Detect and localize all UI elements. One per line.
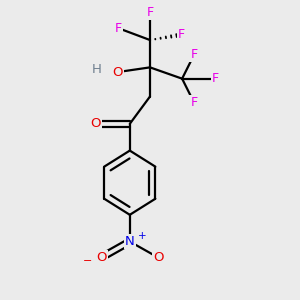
Text: F: F: [212, 72, 219, 85]
Text: F: F: [190, 96, 198, 109]
Text: F: F: [146, 6, 154, 19]
Text: F: F: [115, 22, 122, 34]
Text: −: −: [83, 256, 93, 266]
Text: O: O: [96, 251, 106, 264]
Text: O: O: [153, 251, 164, 264]
Text: F: F: [190, 48, 198, 62]
Text: O: O: [91, 117, 101, 130]
Text: +: +: [138, 231, 147, 241]
Text: O: O: [112, 66, 123, 79]
Text: F: F: [178, 28, 185, 41]
Text: N: N: [125, 235, 135, 248]
Text: H: H: [92, 63, 102, 76]
